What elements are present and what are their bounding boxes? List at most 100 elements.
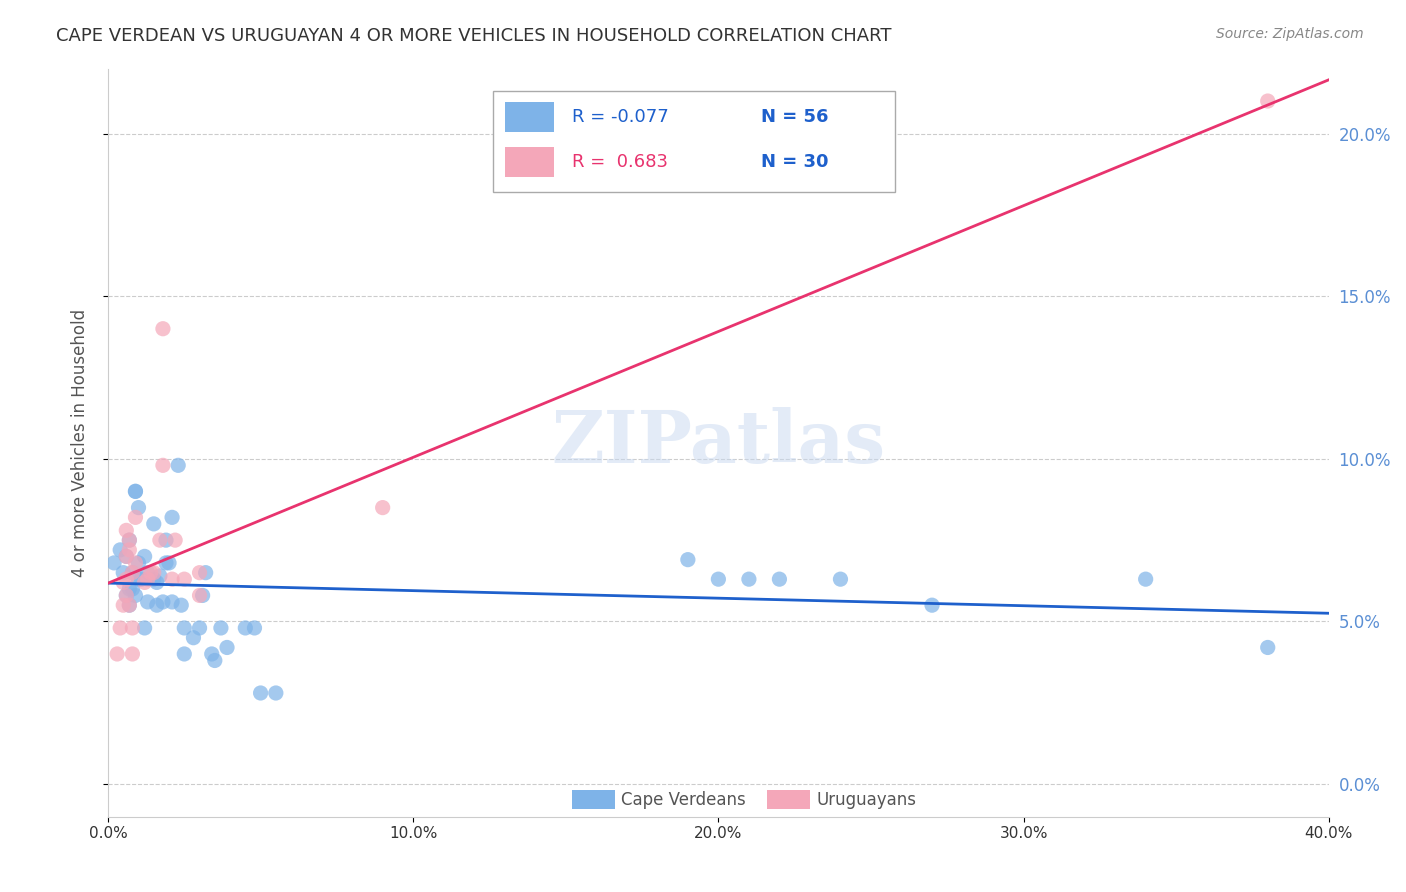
Point (233, 621, 256, 635)
Point (194, 566, 217, 580)
Point (128, 556, 150, 570)
Point (121, 566, 143, 580)
Point (115, 589, 138, 603)
Point (1257, 640, 1279, 655)
Point (201, 647, 224, 661)
Point (830, 572, 852, 586)
Point (112, 598, 135, 612)
Point (118, 582, 141, 596)
FancyBboxPatch shape (572, 790, 614, 809)
Point (118, 598, 141, 612)
Point (142, 516, 165, 531)
Point (118, 598, 141, 612)
Point (134, 549, 156, 564)
Point (209, 621, 232, 635)
Point (108, 542, 131, 557)
Point (136, 572, 159, 586)
Point (215, 640, 238, 655)
Text: R = -0.077: R = -0.077 (572, 108, 669, 126)
Point (121, 566, 143, 580)
Text: ZIPatlas: ZIPatlas (551, 407, 886, 478)
Point (115, 589, 138, 603)
Point (170, 598, 193, 612)
Text: N = 56: N = 56 (761, 108, 828, 126)
Point (676, 552, 699, 566)
Point (118, 533, 141, 548)
Point (118, 533, 141, 548)
Point (142, 572, 165, 586)
Point (112, 566, 135, 580)
Point (146, 598, 169, 612)
Point (160, 572, 183, 586)
Point (124, 484, 146, 499)
Text: Source: ZipAtlas.com: Source: ZipAtlas.com (1216, 27, 1364, 41)
Point (152, 595, 174, 609)
Point (105, 647, 128, 661)
Point (921, 598, 943, 612)
Point (134, 621, 156, 635)
Point (134, 575, 156, 590)
Point (121, 647, 143, 661)
Point (191, 589, 214, 603)
Point (204, 653, 226, 667)
Point (188, 566, 211, 580)
Text: Uruguayans: Uruguayans (815, 791, 917, 809)
Point (128, 500, 150, 515)
Point (149, 533, 172, 548)
FancyBboxPatch shape (505, 103, 554, 132)
Point (112, 575, 135, 590)
Point (136, 595, 159, 609)
Point (124, 484, 146, 499)
Point (264, 686, 287, 700)
FancyBboxPatch shape (505, 147, 554, 177)
Point (131, 572, 153, 586)
FancyBboxPatch shape (768, 790, 810, 809)
Point (103, 556, 125, 570)
Point (115, 549, 138, 564)
Point (243, 621, 266, 635)
Point (738, 572, 761, 586)
Point (121, 621, 143, 635)
Point (183, 631, 205, 645)
Point (188, 589, 211, 603)
FancyBboxPatch shape (492, 91, 896, 192)
Point (115, 524, 138, 538)
Point (173, 572, 195, 586)
Text: R =  0.683: R = 0.683 (572, 153, 668, 171)
Point (160, 595, 183, 609)
Point (121, 582, 143, 596)
Text: N = 30: N = 30 (761, 153, 828, 171)
Point (118, 542, 141, 557)
Point (152, 322, 174, 336)
Text: CAPE VERDEAN VS URUGUAYAN 4 OR MORE VEHICLES IN HOUSEHOLD CORRELATION CHART: CAPE VERDEAN VS URUGUAYAN 4 OR MORE VEHI… (56, 27, 891, 45)
Point (1257, 94, 1279, 108)
Point (124, 556, 146, 570)
Point (136, 566, 159, 580)
Point (115, 549, 138, 564)
Y-axis label: 4 or more Vehicles in Household: 4 or more Vehicles in Household (72, 309, 89, 576)
Point (173, 621, 195, 635)
Point (371, 500, 394, 515)
Text: Cape Verdeans: Cape Verdeans (620, 791, 745, 809)
Point (173, 647, 195, 661)
Point (155, 556, 177, 570)
Point (128, 572, 150, 586)
Point (1135, 572, 1157, 586)
Point (160, 510, 183, 524)
Point (768, 572, 790, 586)
Point (152, 458, 174, 473)
Point (188, 621, 211, 635)
Point (139, 566, 162, 580)
Point (124, 589, 146, 603)
Point (155, 533, 177, 548)
Point (165, 533, 187, 548)
Point (124, 510, 146, 524)
Point (157, 556, 180, 570)
Point (249, 686, 271, 700)
Point (146, 575, 169, 590)
Point (142, 566, 165, 580)
Point (115, 572, 138, 586)
Point (149, 569, 172, 583)
Point (108, 621, 131, 635)
Point (167, 458, 190, 473)
